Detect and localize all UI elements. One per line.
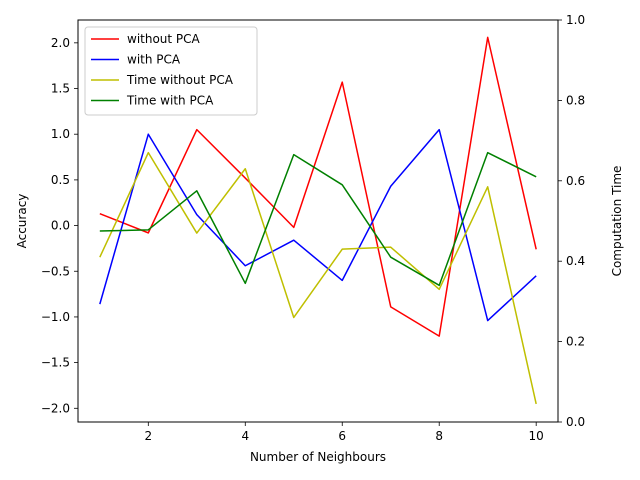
left-y-tick-label: −2.0 bbox=[41, 401, 70, 415]
left-y-tick-label: 1.0 bbox=[51, 127, 70, 141]
right-y-tick-label: 0.6 bbox=[566, 174, 585, 188]
right-y-tick-label: 0.4 bbox=[566, 254, 585, 268]
left-y-axis-ticks: −2.0 −1.5 −1.0 −0.5 0.0 0.5 1.0 1.5 2.0 bbox=[41, 36, 78, 415]
x-tick-label: 10 bbox=[529, 429, 544, 443]
left-y-tick-label: 0.0 bbox=[51, 219, 70, 233]
x-tick-label: 6 bbox=[338, 429, 346, 443]
plot-lines bbox=[99, 36, 537, 405]
left-y-tick-label: −0.5 bbox=[41, 264, 70, 278]
series-line-without-pca bbox=[99, 36, 537, 337]
left-y-axis-label: Accuracy bbox=[15, 194, 29, 249]
legend-label: Time without PCA bbox=[126, 73, 234, 87]
x-tick-label: 4 bbox=[241, 429, 249, 443]
right-y-tick-label: 1.0 bbox=[566, 13, 585, 27]
legend-label: with PCA bbox=[127, 53, 181, 67]
legend-label: Time with PCA bbox=[126, 94, 214, 108]
x-axis-ticks: 2 4 6 8 10 bbox=[144, 422, 544, 443]
right-y-axis-label: Computation Time bbox=[610, 166, 624, 277]
x-tick-label: 2 bbox=[144, 429, 152, 443]
left-y-tick-label: −1.5 bbox=[41, 356, 70, 370]
series-line-time-without-pca bbox=[99, 151, 537, 405]
x-tick-label: 8 bbox=[435, 429, 443, 443]
left-y-tick-label: −1.0 bbox=[41, 310, 70, 324]
legend: without PCA with PCA Time without PCA Time … bbox=[84, 26, 258, 116]
left-y-tick-label: 2.0 bbox=[51, 36, 70, 50]
legend-label: without PCA bbox=[127, 32, 201, 46]
plot-frame bbox=[77, 19, 559, 423]
legend-box bbox=[84, 26, 258, 116]
left-y-tick-label: 1.5 bbox=[51, 82, 70, 96]
left-y-tick-label: 0.5 bbox=[51, 173, 70, 187]
x-axis-label: Number of Neighbours bbox=[250, 450, 386, 464]
series-line-time-with-pca bbox=[99, 151, 537, 287]
right-y-tick-label: 0.0 bbox=[566, 415, 585, 429]
right-y-tick-label: 0.2 bbox=[566, 335, 585, 349]
right-y-axis-ticks: 0.0 0.2 0.4 0.6 0.8 1.0 bbox=[558, 13, 585, 429]
right-y-tick-label: 0.8 bbox=[566, 93, 585, 107]
series-line-with-pca bbox=[99, 128, 537, 322]
